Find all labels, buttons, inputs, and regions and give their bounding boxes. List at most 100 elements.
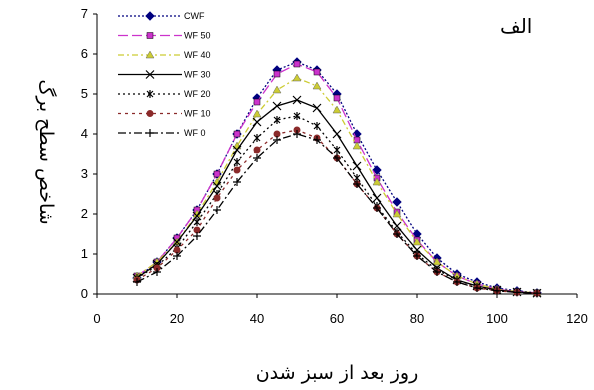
chart-legend: CWF WF 50 WF 40 WF 30 WF 20 WF 10 WF 0	[118, 11, 211, 138]
data-point	[353, 180, 361, 188]
data-point	[433, 268, 441, 276]
data-point	[372, 177, 382, 186]
series-wf-0	[133, 130, 541, 298]
data-point	[292, 95, 302, 105]
series-wf-20	[133, 112, 541, 298]
x-tick-label: 40	[250, 311, 264, 326]
legend-item: CWF	[118, 11, 205, 21]
legend-item: WF 40	[118, 50, 211, 60]
data-point	[293, 112, 301, 120]
data-point	[233, 178, 241, 186]
data-point	[212, 181, 222, 191]
legend-marker	[145, 50, 155, 59]
data-point	[513, 288, 521, 297]
data-point	[233, 130, 241, 138]
data-point	[372, 193, 382, 203]
data-point	[252, 117, 262, 127]
x-axis-title: روز بعد از سبز شدن	[256, 362, 419, 384]
data-point	[273, 116, 281, 124]
legend-label: WF 40	[184, 50, 211, 60]
legend-item: WF 0	[118, 128, 206, 138]
data-point	[313, 136, 321, 144]
series-line	[136, 115, 538, 294]
data-point	[533, 289, 541, 298]
series-wf-40	[132, 73, 542, 297]
y-tick-label: 4	[81, 126, 88, 141]
data-point	[272, 85, 282, 94]
x-tick-label: 100	[486, 311, 508, 326]
y-tick-label: 6	[81, 46, 88, 61]
legend-item: WF 10	[118, 109, 211, 119]
data-point	[392, 197, 402, 207]
data-point	[233, 166, 241, 174]
data-point	[252, 109, 262, 118]
y-tick-label: 0	[81, 286, 88, 301]
legend-label: WF 50	[184, 31, 211, 41]
data-point	[273, 70, 281, 78]
data-point	[333, 94, 341, 102]
data-point	[413, 252, 421, 260]
y-tick-label: 3	[81, 166, 88, 181]
data-point	[333, 154, 341, 162]
data-point	[332, 105, 342, 114]
data-point	[312, 81, 322, 90]
data-point	[213, 170, 221, 178]
y-tick-label: 5	[81, 86, 88, 101]
series-wf-30	[132, 95, 542, 298]
data-point	[313, 68, 321, 76]
data-point	[133, 278, 141, 286]
y-tick-label: 7	[81, 6, 88, 21]
data-point	[273, 136, 281, 144]
data-point	[272, 101, 282, 111]
data-point	[332, 129, 342, 139]
legend-marker	[146, 90, 154, 98]
data-point	[313, 122, 321, 130]
data-point	[373, 204, 381, 212]
legend-marker	[145, 11, 155, 21]
legend-label: WF 30	[184, 70, 211, 80]
data-point	[292, 73, 302, 82]
data-point	[193, 232, 201, 240]
data-point	[412, 237, 422, 246]
data-point	[213, 194, 221, 202]
y-tick-label: 2	[81, 206, 88, 221]
data-point	[473, 284, 481, 292]
legend-marker	[146, 110, 154, 117]
data-point	[253, 98, 261, 106]
legend-marker	[146, 129, 154, 137]
legend-item: WF 50	[118, 31, 211, 41]
legend-label: WF 0	[184, 128, 206, 138]
chart-axes: 0 1 2 3 4 5 6 7 0 20 40 60 80 100 120	[81, 6, 588, 326]
data-point	[213, 206, 221, 214]
chart-series-layer	[132, 57, 542, 298]
panel-label: الف	[500, 14, 532, 38]
data-point	[453, 278, 461, 286]
data-point	[293, 60, 301, 68]
data-point	[493, 286, 501, 295]
data-point	[173, 252, 181, 260]
legend-item: WF 30	[118, 70, 211, 80]
legend-item: WF 20	[118, 89, 211, 99]
data-point	[393, 230, 401, 238]
data-point	[312, 103, 322, 113]
legend-marker	[146, 32, 154, 39]
data-point	[233, 158, 241, 166]
x-tick-label: 60	[330, 311, 344, 326]
data-point	[372, 165, 382, 175]
data-point	[352, 141, 362, 150]
series-line	[136, 133, 538, 294]
data-point	[232, 145, 242, 155]
x-tick-label: 0	[93, 311, 100, 326]
data-point	[253, 134, 261, 142]
data-point	[253, 146, 261, 154]
data-point	[392, 209, 402, 218]
x-tick-label: 80	[410, 311, 424, 326]
legend-label: CWF	[184, 11, 205, 21]
y-axis-title: شاخص سطح برگ	[35, 79, 57, 224]
x-tick-label: 120	[566, 311, 588, 326]
data-point	[193, 218, 201, 226]
data-point	[253, 154, 261, 162]
data-point	[153, 268, 161, 276]
y-tick-label: 1	[81, 246, 88, 261]
